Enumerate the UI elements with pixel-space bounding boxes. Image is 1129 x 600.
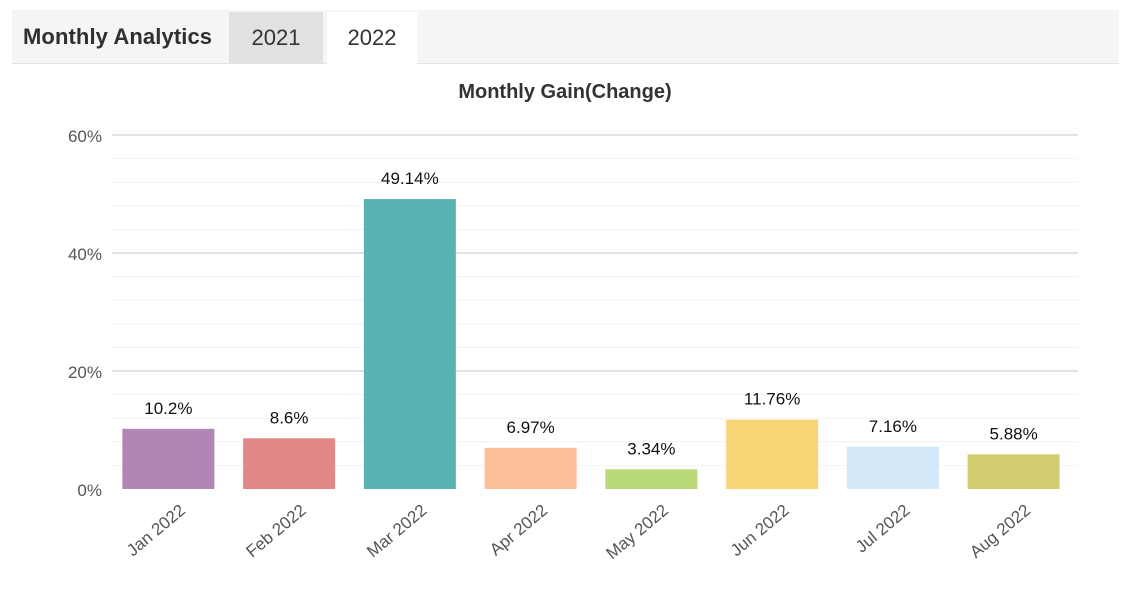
data-label: 3.34% bbox=[627, 439, 675, 458]
bar-aug-2022 bbox=[967, 454, 1060, 489]
x-tick-label: Aug 2022 bbox=[966, 501, 1034, 562]
x-axis-ticks: Jan 2022 Feb 2022 Mar 2022 Apr 2022 May 2022… bbox=[123, 501, 1034, 564]
y-tick-label: 20% bbox=[68, 363, 102, 382]
x-tick-label: Mar 2022 bbox=[363, 501, 430, 562]
data-label: 8.6% bbox=[270, 408, 309, 427]
bar-jul-2022 bbox=[846, 446, 939, 489]
data-label: 6.97% bbox=[507, 418, 555, 437]
tab-2021[interactable]: 2021 bbox=[229, 12, 323, 63]
bar-jan-2022 bbox=[122, 428, 215, 489]
bar-apr-2022 bbox=[484, 447, 577, 489]
x-tick-label: May 2022 bbox=[603, 501, 672, 564]
y-tick-label: 40% bbox=[68, 245, 102, 264]
bar-mar-2022 bbox=[363, 199, 456, 489]
x-tick-label: Jun 2022 bbox=[727, 501, 793, 561]
bars bbox=[122, 199, 1060, 489]
data-label: 49.14% bbox=[381, 169, 439, 188]
bar-jun-2022 bbox=[726, 419, 819, 489]
x-tick-label: Jan 2022 bbox=[123, 501, 189, 561]
bar-feb-2022 bbox=[243, 438, 336, 489]
data-label: 5.88% bbox=[990, 424, 1038, 443]
bar-may-2022 bbox=[605, 469, 698, 489]
data-label: 11.76% bbox=[744, 390, 800, 409]
data-label: 7.16% bbox=[869, 417, 917, 436]
tab-2022[interactable]: 2022 bbox=[327, 12, 417, 65]
y-tick-label: 60% bbox=[68, 127, 102, 146]
analytics-header: Monthly Analytics 2021 2022 bbox=[12, 10, 1119, 65]
data-label: 10.2% bbox=[144, 399, 192, 418]
chart-title: Monthly Gain(Change) bbox=[458, 81, 671, 103]
grid-lines bbox=[112, 134, 1078, 466]
header-title: Monthly Analytics bbox=[23, 24, 213, 49]
x-tick-label: Jul 2022 bbox=[852, 501, 913, 557]
y-tick-label: 0% bbox=[77, 481, 102, 500]
x-tick-label: Apr 2022 bbox=[486, 501, 551, 560]
y-axis-ticks: 0% 20% 40% 60% bbox=[68, 127, 102, 500]
x-tick-label: Feb 2022 bbox=[242, 501, 309, 562]
data-labels: 10.2% 8.6% 49.14% 6.97% 3.34% 11.76% 7.16% 5.88… bbox=[144, 169, 1037, 458]
